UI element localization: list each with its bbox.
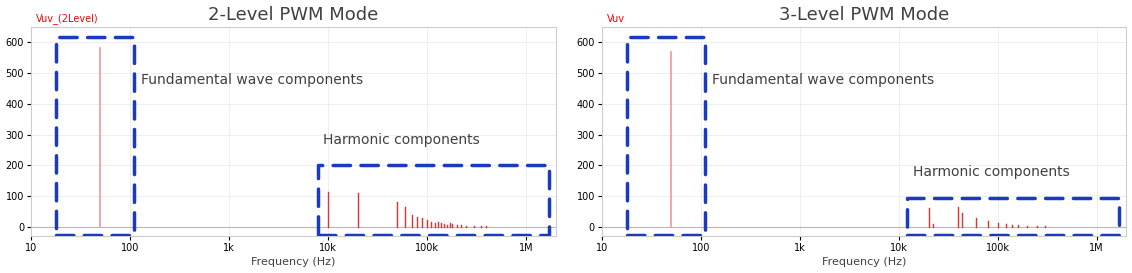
- Text: Fundamental wave components: Fundamental wave components: [142, 73, 363, 87]
- X-axis label: Frequency (Hz): Frequency (Hz): [822, 257, 907, 268]
- Title: 3-Level PWM Mode: 3-Level PWM Mode: [779, 5, 950, 23]
- Text: Vuv_(2Level): Vuv_(2Level): [36, 13, 98, 24]
- Text: Harmonic components: Harmonic components: [914, 165, 1070, 179]
- Text: Harmonic components: Harmonic components: [324, 133, 480, 147]
- X-axis label: Frequency (Hz): Frequency (Hz): [251, 257, 335, 268]
- Text: Vuv: Vuv: [607, 14, 625, 24]
- Text: Fundamental wave components: Fundamental wave components: [712, 73, 934, 87]
- Title: 2-Level PWM Mode: 2-Level PWM Mode: [208, 5, 378, 23]
